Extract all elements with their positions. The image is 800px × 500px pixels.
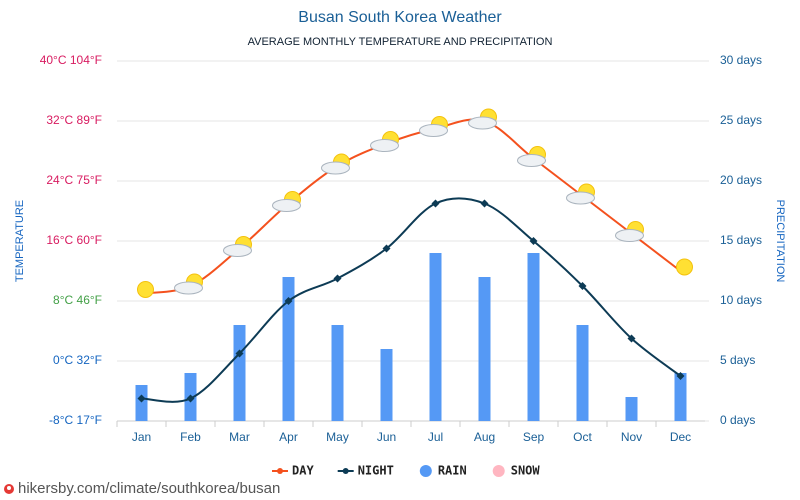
weather-icon bbox=[517, 146, 546, 167]
cloud bbox=[174, 281, 203, 295]
line-day bbox=[141, 118, 682, 295]
bar-rain bbox=[233, 325, 246, 421]
y2-tick-label: 15 days bbox=[720, 233, 762, 247]
cloud bbox=[566, 191, 595, 205]
night-point bbox=[333, 274, 342, 283]
y-tick-label: 8°C 46°F bbox=[53, 293, 102, 307]
weather-icon bbox=[566, 183, 595, 205]
sun bbox=[137, 281, 154, 298]
x-tick-label: Aug bbox=[474, 430, 495, 444]
weather-icon bbox=[137, 281, 154, 298]
cloud bbox=[517, 154, 546, 167]
y-axis-label: TEMPERATURE bbox=[14, 200, 26, 282]
x-tick-label: Jun bbox=[377, 430, 396, 444]
night-point bbox=[431, 199, 440, 208]
legend-dot bbox=[277, 468, 283, 474]
x-tick-label: Feb bbox=[180, 430, 201, 444]
x-tick-label: Mar bbox=[229, 430, 250, 444]
y2-axis-label: PRECIPITATION bbox=[774, 200, 786, 283]
legend-label: DAY bbox=[292, 464, 314, 478]
x-tick-label: Sep bbox=[523, 430, 545, 444]
source-icon bbox=[4, 484, 14, 494]
y-tick-label: 32°C 89°F bbox=[46, 113, 102, 127]
y2-tick-label: 5 days bbox=[720, 353, 755, 367]
y2-tick-label: 30 days bbox=[720, 53, 762, 67]
bar-rain bbox=[429, 253, 442, 421]
y2-tick-label: 20 days bbox=[720, 173, 762, 187]
y-tick-label: 16°C 60°F bbox=[46, 233, 102, 247]
night-point bbox=[480, 199, 489, 208]
night-point bbox=[137, 394, 146, 403]
legend-dot bbox=[419, 465, 432, 477]
bar-rain bbox=[674, 373, 687, 421]
bar-rain bbox=[282, 277, 295, 421]
night-point bbox=[235, 349, 244, 358]
legend-item[interactable]: RAIN bbox=[419, 464, 467, 478]
weather-icon bbox=[615, 221, 644, 242]
cloud bbox=[321, 161, 350, 175]
bar-rain bbox=[135, 385, 148, 421]
cloud bbox=[615, 229, 644, 242]
bar-rain bbox=[380, 349, 393, 421]
bar-rain bbox=[331, 325, 344, 421]
night-point bbox=[382, 244, 391, 253]
night-point bbox=[578, 282, 587, 290]
y-tick-label: 0°C 32°F bbox=[53, 353, 102, 367]
chart-title: Busan South Korea Weather bbox=[298, 9, 502, 26]
x-tick-label: Jul bbox=[428, 430, 443, 444]
x-tick-label: Nov bbox=[621, 430, 642, 444]
source-link[interactable]: hikersby.com/climate/southkorea/busan bbox=[18, 480, 280, 497]
x-tick-label: Oct bbox=[573, 430, 592, 444]
night-point bbox=[676, 372, 685, 380]
y-tick-label: -8°C 17°F bbox=[49, 413, 102, 427]
weather-icon bbox=[272, 191, 301, 212]
cloud bbox=[272, 199, 301, 212]
sun bbox=[676, 258, 693, 276]
y2-tick-label: 10 days bbox=[720, 293, 762, 307]
x-tick-label: Apr bbox=[279, 430, 298, 444]
bar-rain bbox=[478, 277, 491, 421]
night-point bbox=[284, 297, 293, 305]
weather-icon bbox=[419, 116, 448, 137]
weather-icon bbox=[370, 131, 399, 152]
bar-rain bbox=[527, 253, 540, 421]
legend-label: SNOW bbox=[511, 464, 541, 478]
weather-icon bbox=[223, 236, 252, 257]
x-tick-label: May bbox=[326, 430, 349, 444]
cloud bbox=[468, 116, 497, 130]
weather-icon bbox=[174, 273, 203, 295]
cloud bbox=[223, 244, 252, 257]
x-tick-label: Jan bbox=[132, 430, 151, 444]
legend-label: RAIN bbox=[438, 464, 467, 478]
legend-label: NIGHT bbox=[358, 464, 394, 478]
weather-icon bbox=[321, 153, 350, 175]
x-tick-label: Dec bbox=[670, 430, 691, 444]
legend-dot bbox=[342, 468, 349, 474]
night-point bbox=[627, 334, 636, 343]
line-night bbox=[141, 197, 682, 403]
bar-rain bbox=[576, 325, 589, 421]
legend-item[interactable]: DAY bbox=[272, 464, 314, 478]
legend-item[interactable]: SNOW bbox=[492, 464, 541, 478]
cloud bbox=[370, 139, 399, 152]
bar-rain bbox=[625, 397, 638, 421]
night-point bbox=[529, 237, 538, 245]
y-tick-label: 24°C 75°F bbox=[46, 173, 102, 187]
cloud bbox=[419, 124, 448, 137]
y2-tick-label: 0 days bbox=[720, 413, 755, 427]
chart-subtitle: AVERAGE MONTHLY TEMPERATURE AND PRECIPIT… bbox=[248, 36, 553, 48]
weather-icon bbox=[468, 108, 497, 130]
legend-item[interactable]: NIGHT bbox=[337, 464, 394, 478]
legend-dot bbox=[492, 465, 505, 477]
night-point bbox=[186, 394, 195, 403]
y-tick-label: 40°C 104°F bbox=[40, 53, 102, 67]
y2-tick-label: 25 days bbox=[720, 113, 762, 127]
weather-icon bbox=[676, 258, 693, 276]
